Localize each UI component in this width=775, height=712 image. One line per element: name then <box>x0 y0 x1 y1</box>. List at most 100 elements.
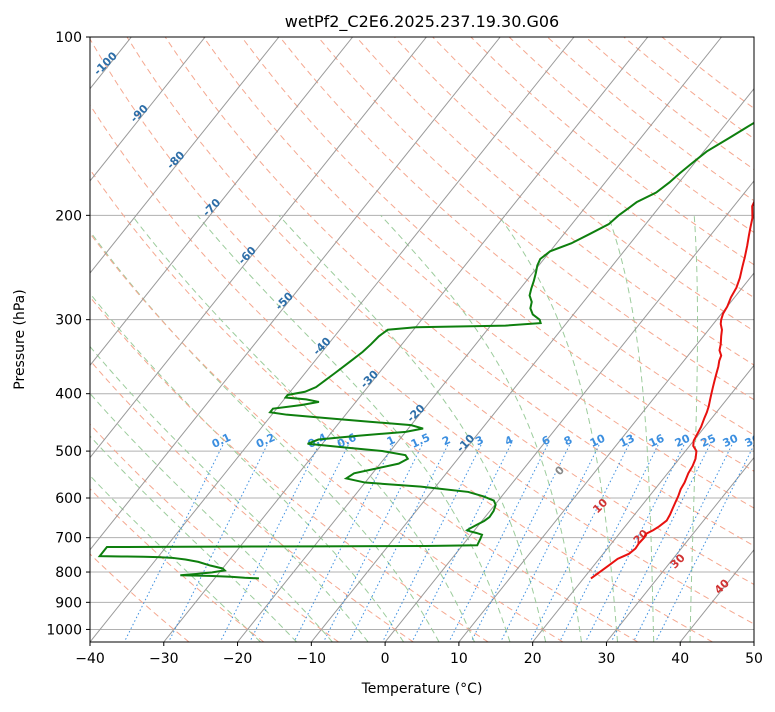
mixing-ratio-line <box>655 444 754 642</box>
mixing-ratio-line <box>382 444 482 642</box>
isotherms <box>0 37 754 642</box>
x-tick-label: 40 <box>671 651 689 667</box>
isotherm-line <box>0 37 58 642</box>
moist-adiabat-line <box>90 392 333 642</box>
dry-adiabat-line <box>90 104 713 642</box>
mixing-ratio-line <box>293 444 393 642</box>
mixing-ratio-label: 36 <box>743 432 763 450</box>
isotherm-label: -30 <box>358 368 381 391</box>
mixing-ratio-label: 1 <box>385 433 397 448</box>
isotherm-line <box>679 548 754 642</box>
y-tick-label: 200 <box>55 208 82 224</box>
x-tick-label: 20 <box>524 651 542 667</box>
isotherm-line <box>163 37 649 642</box>
chart-title: wetPf2_C2E6.2025.237.19.30.G06 <box>285 12 559 32</box>
mixing-ratio-line <box>411 444 511 642</box>
isotherm-line <box>90 37 575 642</box>
y-tick-label: 700 <box>55 531 82 547</box>
x-tick-label: −20 <box>223 651 253 667</box>
moist-adiabat-line <box>131 215 475 642</box>
dry-adiabat-line <box>279 37 754 436</box>
isotherm-line <box>90 37 427 459</box>
dry-adiabat-line <box>126 37 754 586</box>
mixing-ratio-line <box>219 444 320 642</box>
moist-adiabat-line <box>90 292 405 642</box>
mixing-ratio-line <box>632 444 733 642</box>
mixing-ratio-label: 16 <box>647 432 667 450</box>
dry-adiabat-line <box>355 37 754 366</box>
dry-adiabat-line <box>90 168 639 642</box>
mixing-ratio-label: 8 <box>562 433 574 448</box>
mixing-ratio-label: 0.1 <box>210 431 233 451</box>
plot-area: 0.1 0.2 0.4 0.6 1 1.5 2 3 4 6 8 10 13 16 20 25 30 36 -100… <box>0 37 763 642</box>
y-axis: 100 200 300 400 500 600 700 800 900 1000 <box>46 30 90 638</box>
x-tick-label: −30 <box>149 651 179 667</box>
dry-adiabat-label: 30 <box>668 551 688 571</box>
dry-adiabat-line <box>90 296 489 642</box>
dry-adiabat-line <box>90 38 754 625</box>
dry-adiabat-line <box>432 37 754 299</box>
mixing-ratio-line <box>323 444 423 642</box>
moist-adiabat-line <box>278 215 547 642</box>
moist-adiabat-line <box>90 474 261 642</box>
isotherm-line <box>90 37 354 367</box>
y-tick-label: 500 <box>55 444 82 460</box>
y-tick-label: 300 <box>55 313 82 329</box>
y-tick-label: 800 <box>55 565 82 581</box>
y-tick-label: 400 <box>55 387 82 403</box>
x-tick-label: −40 <box>75 651 105 667</box>
isotherm-label: -80 <box>164 148 187 171</box>
dry-adiabat-line <box>508 37 754 234</box>
mixing-ratio-label: 20 <box>673 432 693 450</box>
x-tick-label: 50 <box>745 651 763 667</box>
y-tick-label: 100 <box>55 30 82 46</box>
mixing-ratio-line <box>610 444 711 642</box>
isotherm-line <box>532 364 754 642</box>
mixing-ratio-line <box>529 444 630 642</box>
x-tick-label: 30 <box>598 651 616 667</box>
isotherm-label: -100 <box>91 49 120 78</box>
dry-adiabat-line <box>317 37 754 401</box>
plot-frame <box>89 36 755 643</box>
mixing-ratio-label: 25 <box>699 432 718 450</box>
mixing-ratio-line <box>448 444 548 642</box>
isotherm-line <box>606 456 754 642</box>
y-axis-label: Pressure (hPa) <box>12 289 28 389</box>
isotherm-line <box>90 37 501 551</box>
x-axis-label: Temperature (°C) <box>361 681 483 697</box>
mixing-ratio-label: 10 <box>588 432 608 450</box>
isotherm-label: -50 <box>273 289 296 312</box>
moist-adiabat-line <box>90 435 297 642</box>
isotherm-line <box>753 641 754 642</box>
mixing-ratio-label: 30 <box>721 432 741 450</box>
dry-adiabat-line <box>394 37 754 332</box>
dry-adiabat-label: 40 <box>712 576 732 596</box>
isotherm-line <box>90 37 280 274</box>
dry-adiabat-label: 20 <box>631 527 651 547</box>
temperature-series-line <box>590 199 754 580</box>
mixing-ratio-line <box>249 444 349 642</box>
dewpoint-series-line <box>97 121 754 580</box>
dry-adiabat-line <box>90 553 190 642</box>
mixing-ratio-line <box>348 444 449 642</box>
y-tick-label: 600 <box>55 491 82 507</box>
dry-adiabats <box>90 37 754 642</box>
mixing-ratio-lines <box>123 444 754 642</box>
moist-adiabat-line <box>380 215 583 642</box>
x-tick-label: 10 <box>450 651 468 667</box>
mixing-ratio-label: 1.5 <box>409 431 432 451</box>
dry-adiabat-line <box>164 37 754 547</box>
y-tick-label: 900 <box>55 595 82 611</box>
y-tick-label: 1000 <box>46 622 82 638</box>
isotherm-line <box>90 37 206 182</box>
isotherm-line <box>458 272 754 642</box>
mixing-ratio-line <box>168 444 268 642</box>
dry-adiabat-line <box>90 232 564 642</box>
moist-adiabat-line <box>607 215 655 642</box>
mixing-ratio-line <box>584 444 685 642</box>
moist-adiabat-line <box>497 215 619 642</box>
mixing-ratio-line <box>500 444 600 642</box>
mixing-ratio-label: 2 <box>440 433 452 448</box>
